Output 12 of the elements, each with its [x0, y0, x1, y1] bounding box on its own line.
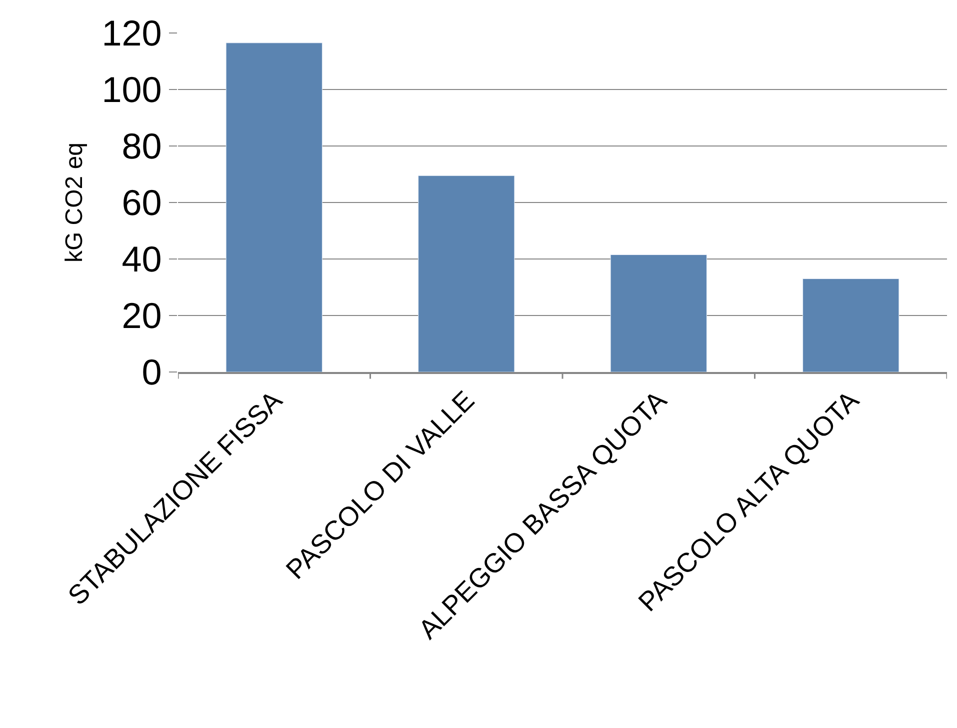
y-tick-label: 20	[122, 295, 162, 336]
y-axis-title: kG CO2 eq	[60, 142, 88, 263]
y-tick-label: 120	[102, 12, 162, 54]
y-tick-label: 0	[142, 352, 162, 393]
y-tick-label: 60	[122, 182, 162, 224]
y-tick-label: 100	[102, 69, 162, 110]
bar	[226, 42, 322, 372]
bar	[610, 254, 707, 372]
y-tick-label: 40	[122, 238, 162, 280]
y-tick-label: 80	[122, 126, 162, 167]
bar	[802, 278, 900, 372]
bar	[418, 175, 515, 372]
